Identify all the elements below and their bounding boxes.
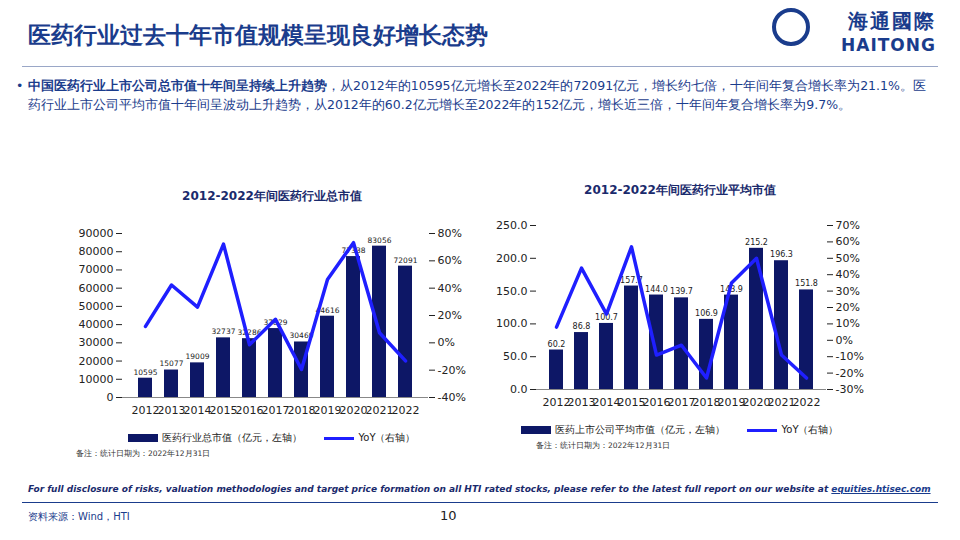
svg-text:30000: 30000 [79,336,114,349]
svg-text:0.0: 0.0 [510,383,528,396]
svg-text:106.9: 106.9 [695,309,718,318]
svg-text:151.8: 151.8 [795,279,818,288]
svg-text:215.2: 215.2 [745,238,768,247]
svg-text:2018: 2018 [693,396,721,409]
svg-text:2012: 2012 [543,396,571,409]
svg-text:-10%: -10% [836,350,864,363]
svg-text:2019: 2019 [718,396,746,409]
svg-text:2022: 2022 [392,404,420,417]
svg-text:200.0: 200.0 [496,252,528,265]
svg-text:-30%: -30% [836,383,864,396]
svg-text:2019: 2019 [314,404,342,417]
svg-text:44616: 44616 [315,305,340,315]
svg-text:86.8: 86.8 [573,322,591,331]
svg-text:32737: 32737 [212,327,236,336]
html-text:中国医药行业上市公司总市值十年间呈持续上升趋势，从2012年: 中国医药行业上市公司总市值十年间呈持续上升趋势，从2012年的10595亿元增长… [28,78,926,112]
svg-text:2022: 2022 [793,396,821,409]
svg-text:2013: 2013 [158,404,186,417]
svg-text:20000: 20000 [79,355,114,368]
svg-text:10595: 10595 [134,368,158,377]
svg-text:32286: 32286 [237,328,262,338]
svg-text:19009: 19009 [186,352,210,361]
svg-text:2017: 2017 [262,404,290,417]
html-text:For full disclosure of risks,: For full disclosure of risks, valuation … [28,484,931,494]
svg-text:-20%: -20% [438,364,466,377]
svg-text:0%: 0% [836,334,853,347]
svg-text:2017: 2017 [668,396,696,409]
svg-text:40%: 40% [836,268,860,281]
svg-text:60%: 60% [438,254,462,267]
svg-text:30469: 30469 [289,331,314,341]
svg-text:196.3: 196.3 [770,250,793,259]
html-text:备注：统计日期为：2022年12月31日: 备注：统计日期为：2022年12月31日 [536,441,671,450]
svg-text:2021: 2021 [768,396,796,409]
svg-text:50000: 50000 [79,300,114,313]
svg-text:150.0: 150.0 [496,285,528,298]
svg-text:60.2: 60.2 [548,340,566,349]
svg-text:2015: 2015 [210,404,238,417]
svg-text:100.7: 100.7 [595,313,618,322]
html-text:医药上市公司平均市值（亿元，左轴）: 医药上市公司平均市值（亿元，左轴） [555,424,726,435]
svg-text:100.0: 100.0 [496,317,528,330]
svg-text:2020: 2020 [743,396,771,409]
svg-text:40000: 40000 [79,318,114,331]
svg-text:157.7: 157.7 [620,275,643,285]
svg-text:143.9: 143.9 [720,284,743,294]
svg-text:30%: 30% [836,285,860,298]
svg-text:2013: 2013 [568,396,596,409]
html-text:医药行业总市值（亿元，左轴）: 医药行业总市值（亿元，左轴） [162,432,303,443]
svg-text:90000: 90000 [79,227,114,240]
svg-text:10%: 10% [836,317,860,330]
svg-text:10000: 10000 [79,373,114,386]
svg-text:144.0: 144.0 [645,285,668,294]
svg-text:40%: 40% [438,282,462,295]
svg-text:20%: 20% [438,309,462,322]
svg-text:15077: 15077 [160,359,184,368]
svg-text:50.0: 50.0 [503,350,528,363]
svg-text:2012: 2012 [132,404,160,417]
html-text:HAITONG: HAITONG [841,35,936,55]
svg-text:2016: 2016 [236,404,264,417]
html-text:海通國際: 海通國際 [848,9,936,33]
svg-text:83056: 83056 [368,236,392,245]
svg-text:2014: 2014 [184,404,212,417]
html-text:医药行业过去十年市值规模呈现良好增长态势: 医药行业过去十年市值规模呈现良好增长态势 [28,22,488,48]
svg-text:72091: 72091 [394,256,418,265]
svg-text:80000: 80000 [79,245,114,258]
svg-text:-20%: -20% [836,367,864,380]
svg-text:-40%: -40% [438,391,466,404]
html-text:备注：统计日期为：2022年12月31日: 备注：统计日期为：2022年12月31日 [76,449,211,458]
html-text:YoY（右轴）: YoY（右轴） [781,424,839,435]
svg-text:139.7: 139.7 [670,287,693,296]
svg-text:70%: 70% [836,219,860,232]
svg-text:50%: 50% [836,252,860,265]
svg-text:250.0: 250.0 [496,219,528,232]
html-text:2012-2022年间医药行业平均市值: 2012-2022年间医药行业平均市值 [584,183,776,197]
html-text:YoY（右轴）: YoY（右轴） [358,432,416,443]
html-text:2012-2022年间医药行业总市值: 2012-2022年间医药行业总市值 [182,189,362,203]
svg-text:2018: 2018 [288,404,316,417]
html-text:10: 10 [440,508,457,523]
svg-text:0%: 0% [438,336,455,349]
html-text:资料来源：Wind，HTI: 资料来源：Wind，HTI [28,511,130,522]
svg-text:60%: 60% [836,235,860,248]
svg-text:20%: 20% [836,301,860,314]
svg-text:2016: 2016 [643,396,671,409]
svg-text:70000: 70000 [79,263,114,276]
svg-text:2015: 2015 [618,396,646,409]
svg-text:77338: 77338 [341,246,366,255]
svg-text:0: 0 [107,391,114,404]
svg-text:2020: 2020 [340,404,368,417]
svg-text:80%: 80% [438,227,462,240]
svg-text:37829: 37829 [263,318,288,327]
svg-text:2021: 2021 [366,404,394,417]
svg-text:2014: 2014 [593,396,621,409]
svg-text:60000: 60000 [79,282,114,295]
